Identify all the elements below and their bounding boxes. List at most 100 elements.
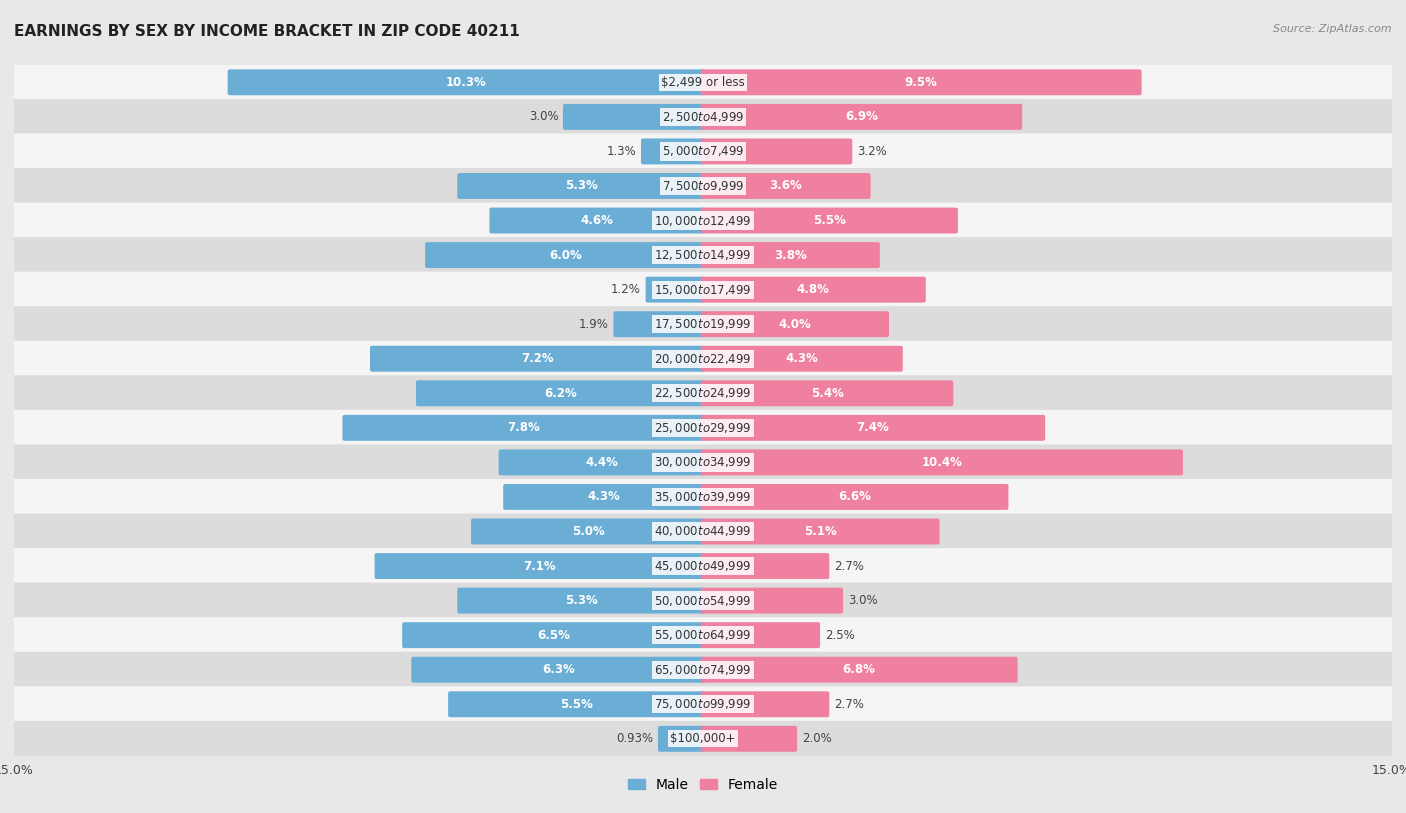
- FancyBboxPatch shape: [228, 69, 706, 95]
- Text: 0.93%: 0.93%: [616, 733, 654, 746]
- Text: 10.4%: 10.4%: [921, 456, 962, 469]
- FancyBboxPatch shape: [13, 721, 1393, 757]
- Text: 7.4%: 7.4%: [856, 421, 890, 434]
- Text: 7.8%: 7.8%: [508, 421, 540, 434]
- FancyBboxPatch shape: [13, 479, 1393, 515]
- Text: 2.0%: 2.0%: [801, 733, 831, 746]
- Text: 4.6%: 4.6%: [581, 214, 614, 227]
- Text: 1.9%: 1.9%: [579, 318, 609, 331]
- FancyBboxPatch shape: [370, 346, 706, 372]
- FancyBboxPatch shape: [13, 652, 1393, 688]
- FancyBboxPatch shape: [700, 657, 1018, 683]
- FancyBboxPatch shape: [13, 583, 1393, 619]
- FancyBboxPatch shape: [13, 514, 1393, 550]
- FancyBboxPatch shape: [13, 410, 1393, 446]
- FancyBboxPatch shape: [658, 726, 706, 752]
- Text: 2.7%: 2.7%: [834, 559, 863, 572]
- Text: 10.3%: 10.3%: [446, 76, 486, 89]
- Text: $45,000 to $49,999: $45,000 to $49,999: [654, 559, 752, 573]
- Text: $75,000 to $99,999: $75,000 to $99,999: [654, 698, 752, 711]
- Text: 4.4%: 4.4%: [585, 456, 619, 469]
- FancyBboxPatch shape: [13, 307, 1393, 342]
- FancyBboxPatch shape: [457, 173, 706, 199]
- Text: 6.9%: 6.9%: [845, 111, 877, 124]
- Text: $7,500 to $9,999: $7,500 to $9,999: [662, 179, 744, 193]
- FancyBboxPatch shape: [425, 242, 706, 268]
- Text: $22,500 to $24,999: $22,500 to $24,999: [654, 386, 752, 400]
- FancyBboxPatch shape: [471, 519, 706, 545]
- FancyBboxPatch shape: [700, 450, 1182, 476]
- Text: 5.4%: 5.4%: [811, 387, 844, 400]
- FancyBboxPatch shape: [700, 242, 880, 268]
- FancyBboxPatch shape: [700, 484, 1008, 510]
- FancyBboxPatch shape: [562, 104, 706, 130]
- Text: 6.6%: 6.6%: [838, 490, 870, 503]
- FancyBboxPatch shape: [700, 519, 939, 545]
- Text: 6.2%: 6.2%: [544, 387, 576, 400]
- Text: 5.1%: 5.1%: [804, 525, 837, 538]
- Text: $17,500 to $19,999: $17,500 to $19,999: [654, 317, 752, 331]
- FancyBboxPatch shape: [13, 99, 1393, 135]
- Text: EARNINGS BY SEX BY INCOME BRACKET IN ZIP CODE 40211: EARNINGS BY SEX BY INCOME BRACKET IN ZIP…: [14, 24, 520, 39]
- Text: $12,500 to $14,999: $12,500 to $14,999: [654, 248, 752, 262]
- FancyBboxPatch shape: [700, 415, 1045, 441]
- Text: 7.2%: 7.2%: [522, 352, 554, 365]
- FancyBboxPatch shape: [499, 450, 706, 476]
- Text: 1.3%: 1.3%: [606, 145, 637, 158]
- FancyBboxPatch shape: [449, 691, 706, 717]
- FancyBboxPatch shape: [374, 553, 706, 579]
- FancyBboxPatch shape: [503, 484, 706, 510]
- FancyBboxPatch shape: [13, 617, 1393, 653]
- Text: $40,000 to $44,999: $40,000 to $44,999: [654, 524, 752, 538]
- FancyBboxPatch shape: [700, 207, 957, 233]
- Text: $10,000 to $12,499: $10,000 to $12,499: [654, 214, 752, 228]
- FancyBboxPatch shape: [700, 691, 830, 717]
- Text: 4.3%: 4.3%: [786, 352, 818, 365]
- Text: 5.5%: 5.5%: [560, 698, 593, 711]
- FancyBboxPatch shape: [700, 173, 870, 199]
- FancyBboxPatch shape: [13, 376, 1393, 411]
- FancyBboxPatch shape: [645, 276, 706, 302]
- Text: 5.3%: 5.3%: [565, 594, 598, 607]
- FancyBboxPatch shape: [641, 138, 706, 164]
- FancyBboxPatch shape: [13, 237, 1393, 273]
- Text: 3.0%: 3.0%: [848, 594, 877, 607]
- FancyBboxPatch shape: [700, 726, 797, 752]
- Text: $55,000 to $64,999: $55,000 to $64,999: [654, 628, 752, 642]
- Text: $65,000 to $74,999: $65,000 to $74,999: [654, 663, 752, 676]
- FancyBboxPatch shape: [613, 311, 706, 337]
- FancyBboxPatch shape: [13, 202, 1393, 238]
- FancyBboxPatch shape: [700, 311, 889, 337]
- Text: $15,000 to $17,499: $15,000 to $17,499: [654, 283, 752, 297]
- FancyBboxPatch shape: [700, 588, 844, 614]
- FancyBboxPatch shape: [700, 69, 1142, 95]
- FancyBboxPatch shape: [700, 104, 1022, 130]
- FancyBboxPatch shape: [489, 207, 706, 233]
- FancyBboxPatch shape: [13, 341, 1393, 376]
- Text: 6.0%: 6.0%: [548, 249, 582, 262]
- FancyBboxPatch shape: [700, 346, 903, 372]
- Text: $50,000 to $54,999: $50,000 to $54,999: [654, 593, 752, 607]
- FancyBboxPatch shape: [13, 272, 1393, 307]
- FancyBboxPatch shape: [13, 133, 1393, 169]
- Legend: Male, Female: Male, Female: [623, 772, 783, 798]
- Text: $30,000 to $34,999: $30,000 to $34,999: [654, 455, 752, 469]
- FancyBboxPatch shape: [343, 415, 706, 441]
- Text: 2.5%: 2.5%: [825, 628, 855, 641]
- Text: 2.7%: 2.7%: [834, 698, 863, 711]
- Text: Source: ZipAtlas.com: Source: ZipAtlas.com: [1274, 24, 1392, 34]
- Text: 4.3%: 4.3%: [588, 490, 620, 503]
- Text: $35,000 to $39,999: $35,000 to $39,999: [654, 490, 752, 504]
- FancyBboxPatch shape: [402, 622, 706, 648]
- FancyBboxPatch shape: [700, 553, 830, 579]
- Text: 3.6%: 3.6%: [769, 180, 801, 193]
- Text: $2,499 or less: $2,499 or less: [661, 76, 745, 89]
- FancyBboxPatch shape: [13, 64, 1393, 100]
- FancyBboxPatch shape: [700, 138, 852, 164]
- Text: 5.5%: 5.5%: [813, 214, 846, 227]
- Text: $25,000 to $29,999: $25,000 to $29,999: [654, 421, 752, 435]
- Text: 5.3%: 5.3%: [565, 180, 598, 193]
- Text: 6.5%: 6.5%: [537, 628, 571, 641]
- FancyBboxPatch shape: [13, 168, 1393, 204]
- Text: $100,000+: $100,000+: [671, 733, 735, 746]
